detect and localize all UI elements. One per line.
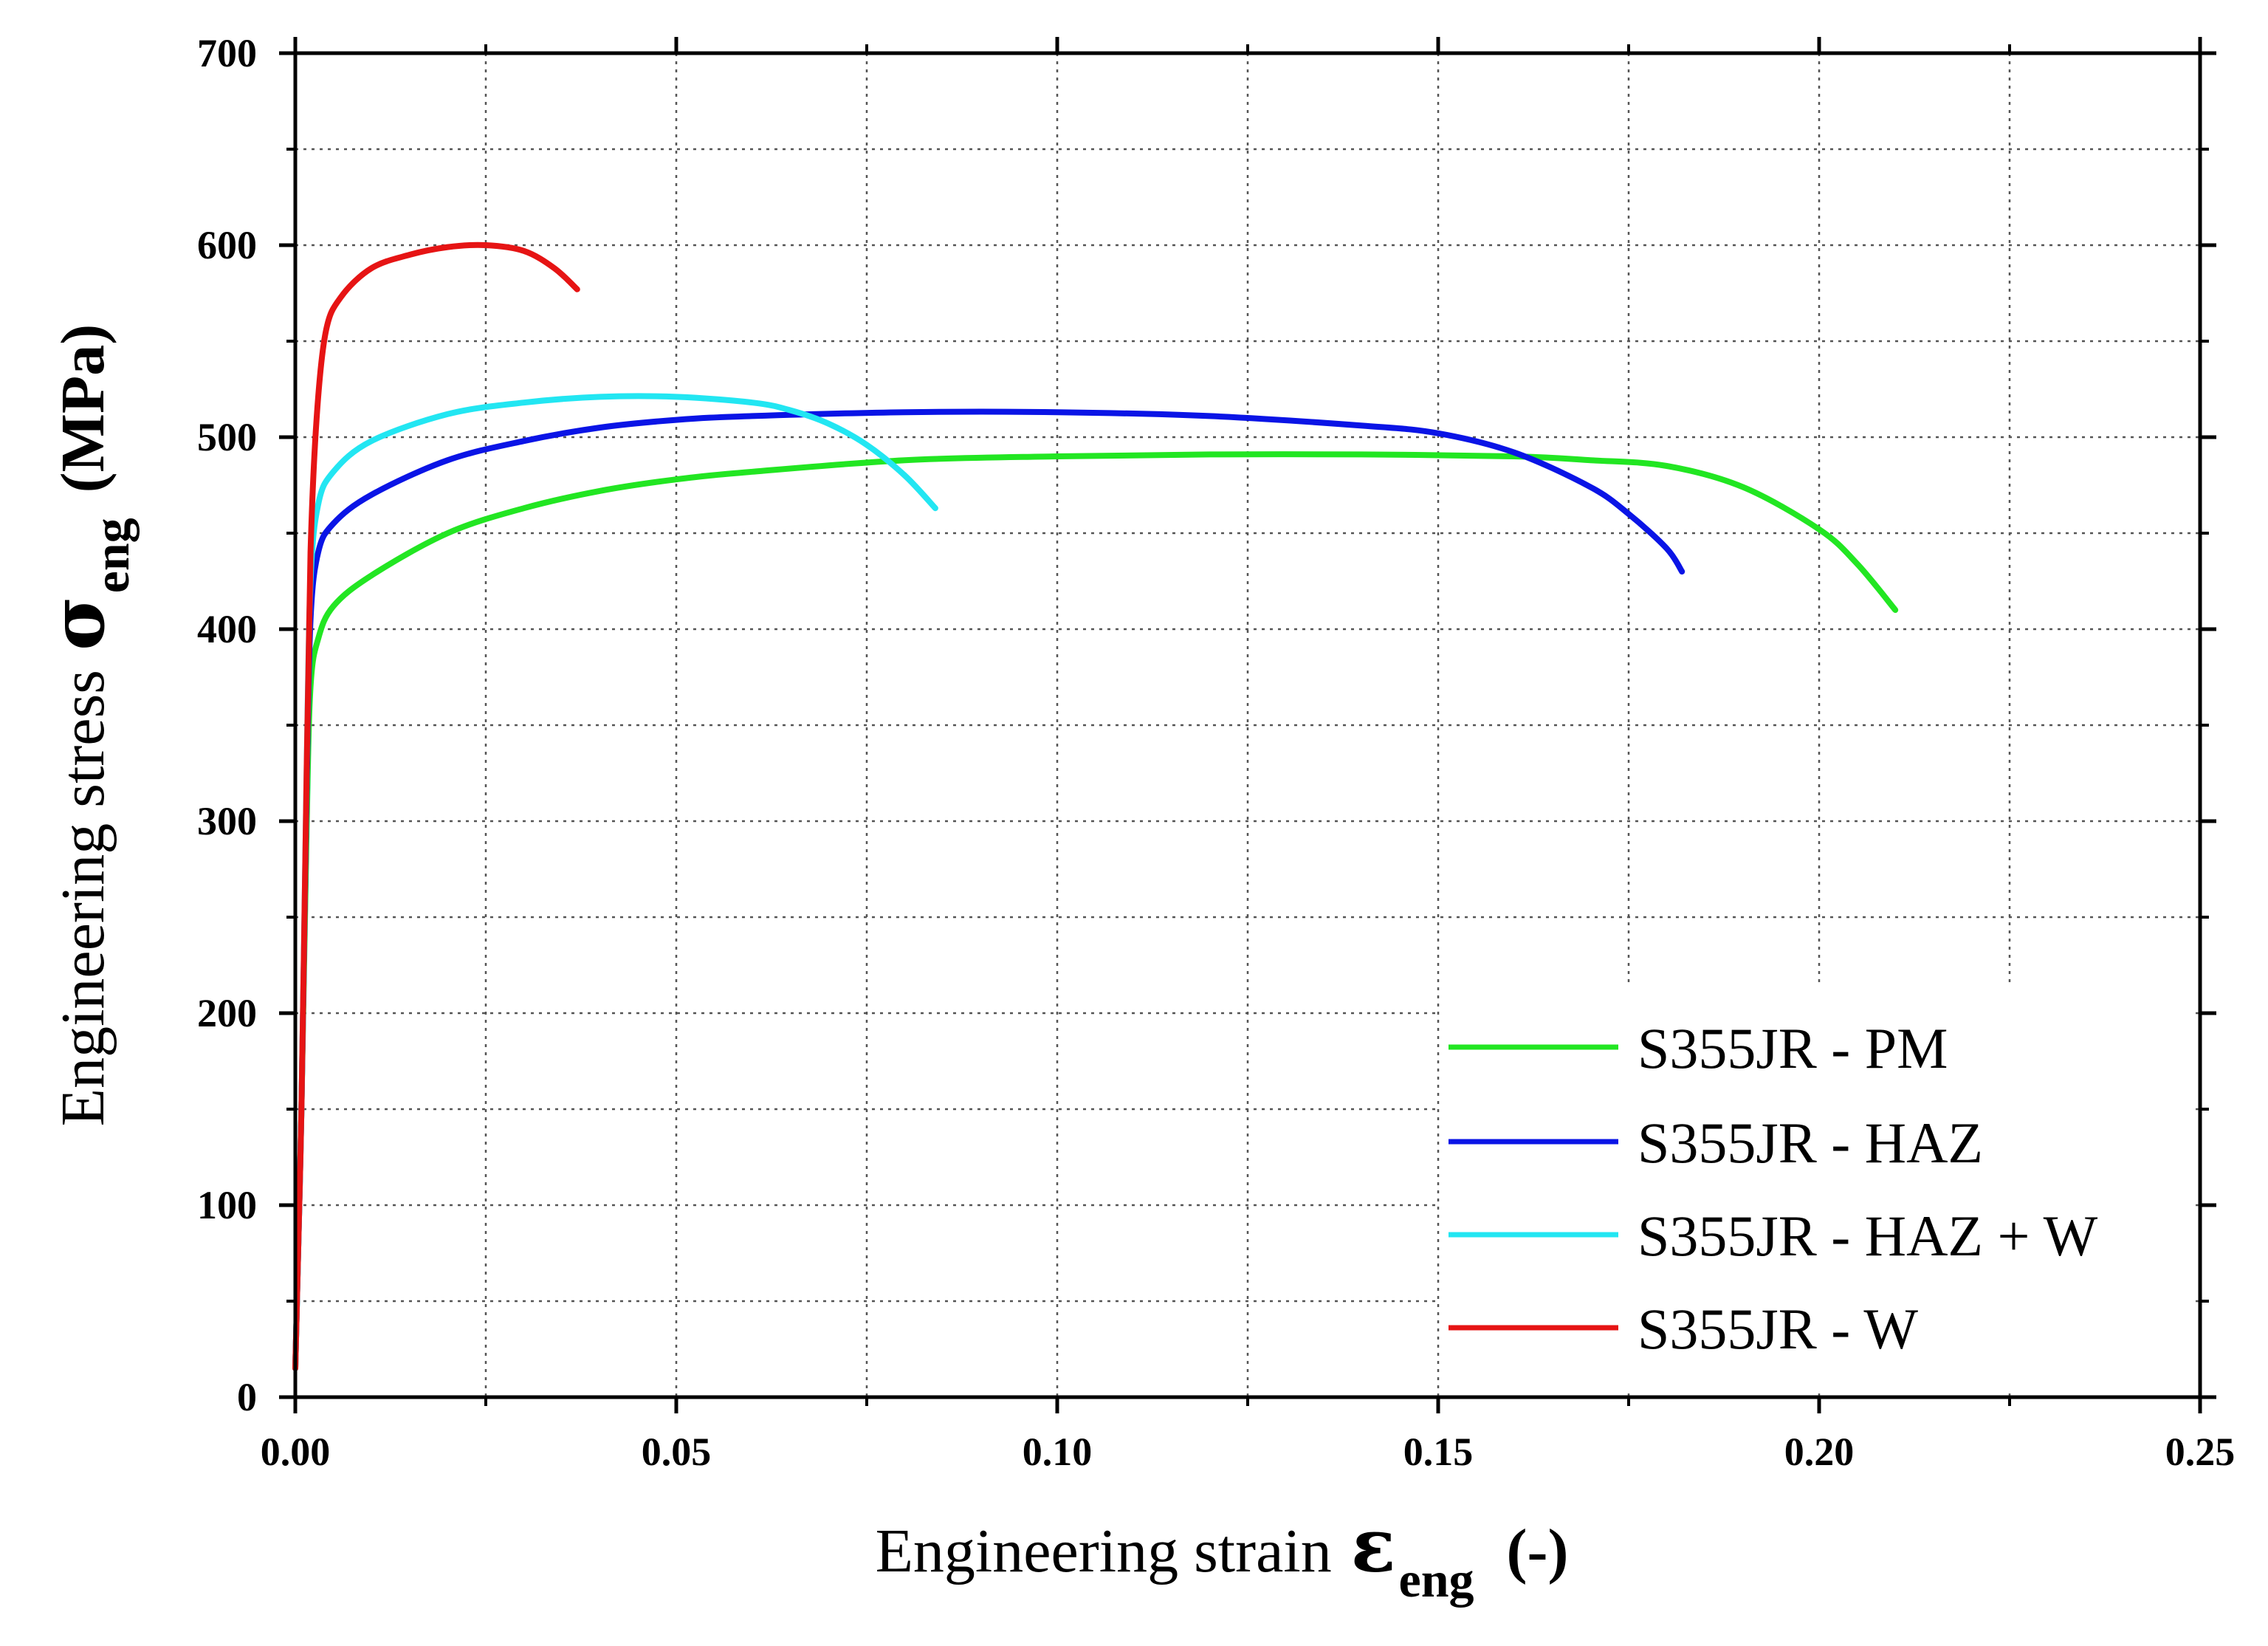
x-axis-title-text: Engineering strain	[876, 1517, 1332, 1585]
y-axis-title: Engineering stress σ eng (MPa)	[34, 324, 140, 1126]
legend-item-haz: S355JR - HAZ	[1449, 1111, 1983, 1175]
x-tick-label: 0.10	[1023, 1430, 1093, 1474]
series-lines	[292, 241, 1899, 1371]
x-tick-label: 0.15	[1403, 1430, 1474, 1474]
y-tick-label: 0	[237, 1375, 257, 1419]
y-axis-unit: (MPa)	[49, 324, 117, 493]
y-tick-label: 200	[197, 991, 257, 1035]
series-line-w	[292, 241, 580, 1371]
y-tick-label: 300	[197, 799, 257, 843]
y-axis-symbol: σ	[34, 596, 121, 651]
legend-background	[1440, 982, 2193, 1388]
legend-item-pm: S355JR - PM	[1449, 1016, 1948, 1080]
legend-label-w: S355JR - W	[1638, 1297, 1918, 1361]
x-tick-label: 0.05	[642, 1430, 712, 1474]
tick-labels: 0.00 0.05 0.10 0.15 0.20 0.25 0 100 200 300 400 500…	[197, 31, 2235, 1474]
x-axis-unit: (-)	[1507, 1517, 1569, 1585]
x-axis-title: Engineering strain ε eng (-)	[876, 1502, 1569, 1608]
legend-label-haz: S355JR - HAZ	[1638, 1111, 1983, 1175]
x-axis-symbol: ε	[1351, 1502, 1396, 1589]
legend: S355JR - PM S355JR - HAZ S355JR - HAZ + …	[1440, 982, 2193, 1388]
x-tick-label: 0.25	[2165, 1430, 2236, 1474]
plot-frame	[293, 51, 2202, 1399]
y-tick-label: 700	[197, 31, 257, 75]
legend-item-w: S355JR - W	[1449, 1297, 1918, 1361]
x-tick-label: 0.20	[1784, 1430, 1855, 1474]
x-axis-subscript: eng	[1399, 1551, 1474, 1608]
legend-item-haz-w: S355JR - HAZ + W	[1449, 1204, 2098, 1268]
y-tick-label: 500	[197, 415, 257, 459]
legend-label-haz-w: S355JR - HAZ + W	[1638, 1204, 2098, 1268]
y-axis-subscript: eng	[83, 518, 140, 593]
legend-label-pm: S355JR - PM	[1638, 1016, 1948, 1080]
y-tick-label: 100	[197, 1183, 257, 1227]
y-tick-label: 400	[197, 607, 257, 651]
y-axis-title-text: Engineering stress	[49, 670, 117, 1126]
y-tick-label: 600	[197, 223, 257, 267]
grid	[295, 53, 2200, 1397]
x-tick-label: 0.00	[261, 1430, 331, 1474]
